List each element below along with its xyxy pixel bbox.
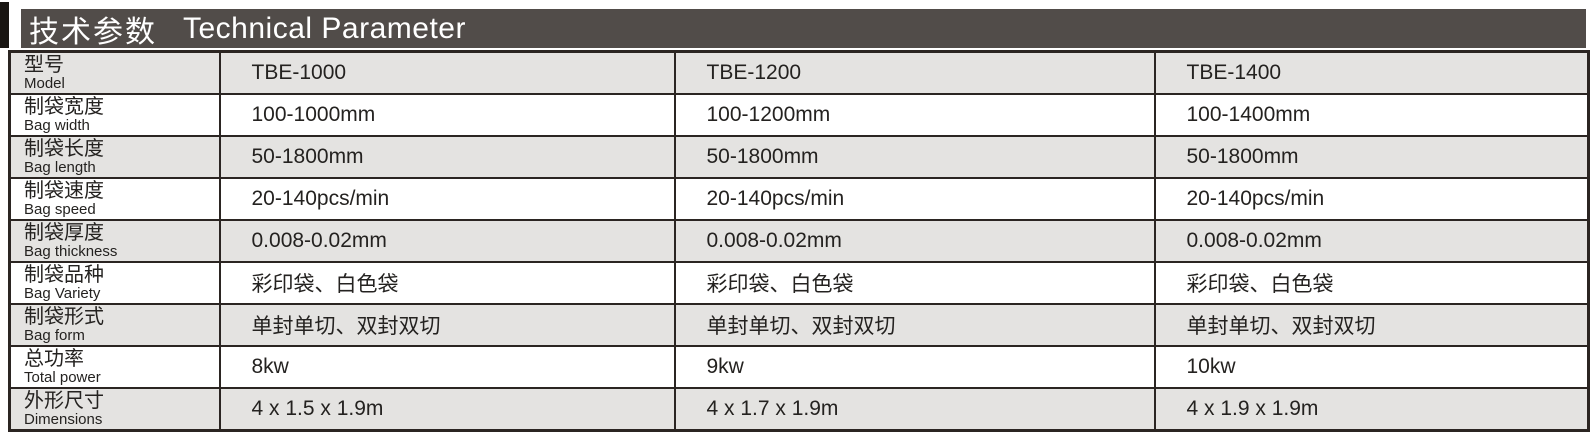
- cell-value: 20-140pcs/min: [1153, 177, 1590, 221]
- row-label-en: Bag thickness: [24, 243, 118, 260]
- row-label-zh: 制袋品种: [24, 264, 104, 286]
- row-label: 总功率 Total power: [8, 345, 221, 389]
- row-label-en: Dimensions: [24, 411, 103, 428]
- row-label-zh: 制袋速度: [24, 180, 104, 202]
- cell-value: 0.008-0.02mm: [218, 219, 676, 263]
- row-label-en: Bag form: [24, 327, 85, 344]
- cell-value: 单封单切、双封双切: [218, 303, 676, 347]
- row-label: 外形尺寸 Dimensions: [8, 387, 221, 432]
- cell-value: 彩印袋、白色袋: [673, 261, 1156, 305]
- row-label-zh: 制袋长度: [24, 138, 104, 160]
- table-row-model: 型号 Model TBE-1000 TBE-1200 TBE-1400: [8, 50, 1590, 95]
- table-row-bag-form: 制袋形式 Bag form 单封单切、双封双切 单封单切、双封双切 单封单切、双…: [8, 303, 1590, 347]
- cell-value: 20-140pcs/min: [673, 177, 1156, 221]
- cell-value: 4 x 1.7 x 1.9m: [673, 387, 1156, 432]
- cell-value: 4 x 1.5 x 1.9m: [218, 387, 676, 432]
- cell-value: 单封单切、双封双切: [1153, 303, 1590, 347]
- row-label-en: Bag Variety: [24, 285, 101, 302]
- row-label: 制袋速度 Bag speed: [8, 177, 221, 221]
- cell-value: 8kw: [218, 345, 676, 389]
- cell-value: 单封单切、双封双切: [673, 303, 1156, 347]
- cell-value: 100-1200mm: [673, 93, 1156, 137]
- cell-value: 50-1800mm: [673, 135, 1156, 179]
- cell-value: 50-1800mm: [1153, 135, 1590, 179]
- cell-value: 彩印袋、白色袋: [1153, 261, 1590, 305]
- row-label-en: Bag speed: [24, 201, 96, 218]
- cell-value: 50-1800mm: [218, 135, 676, 179]
- table-row-bag-thickness: 制袋厚度 Bag thickness 0.008-0.02mm 0.008-0.…: [8, 219, 1590, 263]
- cell-value: 0.008-0.02mm: [673, 219, 1156, 263]
- row-label-zh: 制袋形式: [24, 306, 104, 328]
- page-title-english: Technical Parameter: [183, 11, 466, 45]
- technical-parameter-table: 型号 Model TBE-1000 TBE-1200 TBE-1400 制袋宽度…: [8, 50, 1590, 432]
- cell-value: 彩印袋、白色袋: [218, 261, 676, 305]
- row-label-en: Model: [24, 75, 65, 92]
- cell-value: 9kw: [673, 345, 1156, 389]
- header-accent-block: [0, 2, 9, 48]
- row-label: 制袋厚度 Bag thickness: [8, 219, 221, 263]
- row-label-zh: 制袋厚度: [24, 222, 104, 244]
- row-label-zh: 总功率: [24, 348, 84, 370]
- row-label: 制袋品种 Bag Variety: [8, 261, 221, 305]
- cell-value: TBE-1000: [218, 50, 676, 95]
- cell-value: 100-1400mm: [1153, 93, 1590, 137]
- row-label-zh: 外形尺寸: [24, 390, 104, 412]
- table-row-total-power: 总功率 Total power 8kw 9kw 10kw: [8, 345, 1590, 389]
- cell-value: 100-1000mm: [218, 93, 676, 137]
- row-label: 制袋宽度 Bag width: [8, 93, 221, 137]
- cell-value: TBE-1200: [673, 50, 1156, 95]
- row-label-zh: 制袋宽度: [24, 96, 104, 118]
- table-row-bag-width: 制袋宽度 Bag width 100-1000mm 100-1200mm 100…: [8, 93, 1590, 137]
- cell-value: 4 x 1.9 x 1.9m: [1153, 387, 1590, 432]
- title-bar: 技术参数 Technical Parameter: [21, 9, 1586, 49]
- cell-value: 20-140pcs/min: [218, 177, 676, 221]
- table-row-bag-variety: 制袋品种 Bag Variety 彩印袋、白色袋 彩印袋、白色袋 彩印袋、白色袋: [8, 261, 1590, 305]
- section-header: 技术参数 Technical Parameter: [0, 0, 1596, 50]
- table-row-bag-speed: 制袋速度 Bag speed 20-140pcs/min 20-140pcs/m…: [8, 177, 1590, 221]
- page-title-chinese: 技术参数: [29, 15, 157, 49]
- table-row-bag-length: 制袋长度 Bag length 50-1800mm 50-1800mm 50-1…: [8, 135, 1590, 179]
- cell-value: 10kw: [1153, 345, 1590, 389]
- row-label-en: Total power: [24, 369, 101, 386]
- row-label-en: Bag width: [24, 117, 90, 134]
- row-label: 制袋形式 Bag form: [8, 303, 221, 347]
- table-row-dimensions: 外形尺寸 Dimensions 4 x 1.5 x 1.9m 4 x 1.7 x…: [8, 387, 1590, 432]
- row-label-en: Bag length: [24, 159, 96, 176]
- cell-value: TBE-1400: [1153, 50, 1590, 95]
- cell-value: 0.008-0.02mm: [1153, 219, 1590, 263]
- row-label: 型号 Model: [8, 50, 221, 95]
- row-label-zh: 型号: [24, 54, 64, 76]
- row-label: 制袋长度 Bag length: [8, 135, 221, 179]
